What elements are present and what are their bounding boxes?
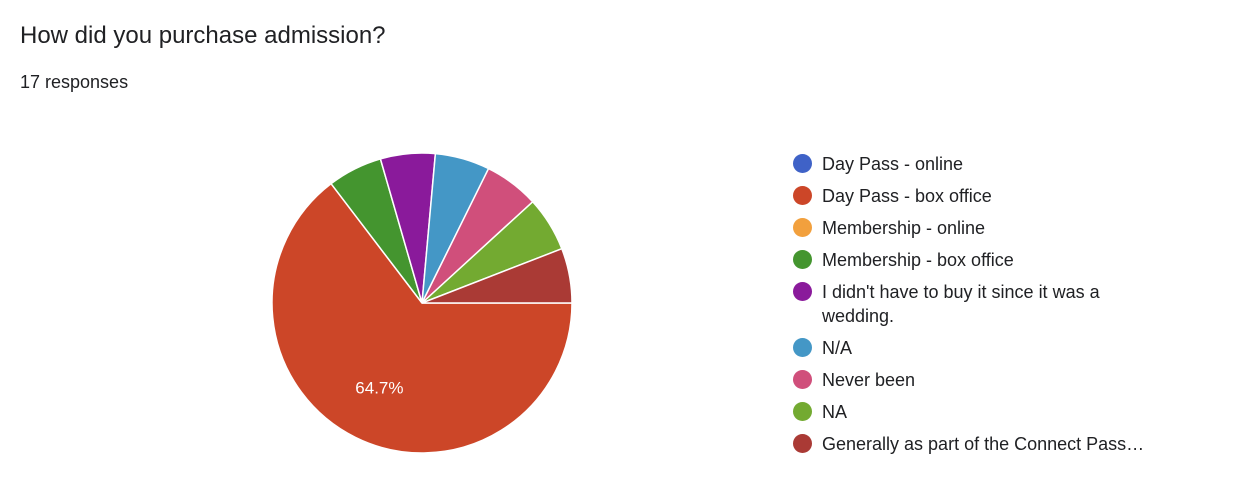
legend-label: Day Pass - box office — [822, 186, 992, 206]
legend-label: Membership - online — [822, 218, 986, 238]
legend-item: Day Pass - box office — [793, 184, 1153, 208]
legend-swatch — [793, 402, 812, 421]
legend-item: I didn't have to buy it since it was a w… — [793, 280, 1153, 328]
legend: Day Pass - online Day Pass - box office Me… — [793, 152, 1153, 464]
legend-label: NA — [822, 402, 848, 422]
subtitle: 17 responses — [20, 72, 129, 92]
legend-swatch — [793, 434, 812, 453]
chart: 64.7% — [271, 152, 573, 454]
legend-label: Day Pass - online — [822, 154, 964, 174]
data-label: 64.7% — [355, 379, 403, 398]
legend-item: NA — [793, 400, 1153, 424]
legend-label: N/A — [822, 338, 853, 358]
legend-label: Generally as part of the Connect Pass… — [822, 434, 1145, 454]
legend-swatch — [793, 282, 812, 301]
legend-item: Membership - box office — [793, 248, 1153, 272]
legend-swatch — [793, 154, 812, 173]
legend-swatch — [793, 370, 812, 389]
pie-slice — [421, 247, 573, 304]
legend-swatch — [793, 338, 812, 357]
pie-slice — [271, 182, 573, 454]
legend-label: Membership - box office — [822, 250, 1014, 270]
legend-item: Generally as part of the Connect Pass… — [793, 432, 1153, 456]
legend-swatch — [793, 218, 812, 237]
legend-item: Never been — [793, 368, 1153, 392]
chart-title: How did you purchase admission? — [20, 22, 386, 49]
legend-item: N/A — [793, 336, 1153, 360]
legend-item: Membership - online — [793, 216, 1153, 240]
legend-label: I didn't have to buy it since it was a w… — [822, 282, 1100, 326]
legend-swatch — [793, 250, 812, 269]
legend-swatch — [793, 186, 812, 205]
legend-item: Day Pass - online — [793, 152, 1153, 176]
legend-label: Never been — [822, 370, 916, 390]
